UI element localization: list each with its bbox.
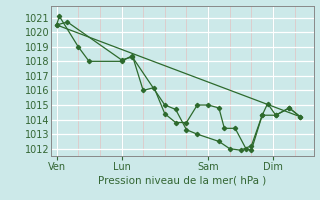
X-axis label: Pression niveau de la mer( hPa ): Pression niveau de la mer( hPa ) xyxy=(98,176,267,186)
